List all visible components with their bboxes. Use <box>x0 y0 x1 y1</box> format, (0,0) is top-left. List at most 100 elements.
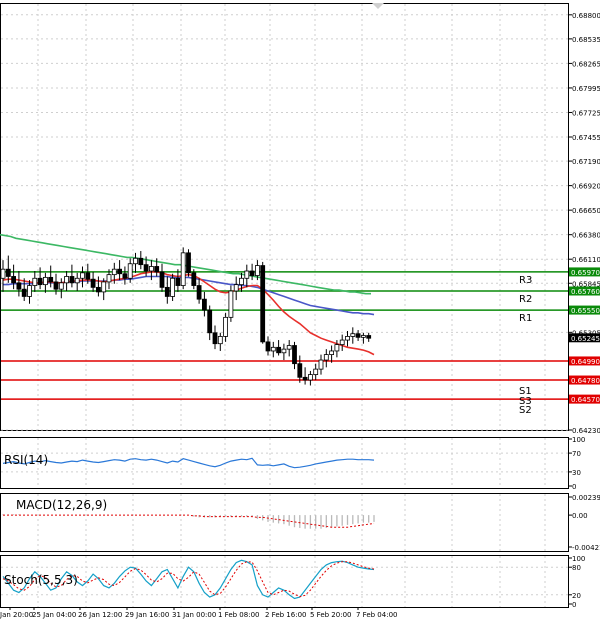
level-label-r3: R3 <box>519 275 532 286</box>
candle-body-7 <box>37 277 43 286</box>
candle-body-4 <box>21 288 27 297</box>
rsi-line <box>2 457 375 469</box>
candle-body-27 <box>143 264 149 272</box>
macd-tick-label-1: 0.00 <box>572 512 588 520</box>
stoch-k-line <box>2 559 375 600</box>
candle-body-68 <box>360 335 366 338</box>
candle-body-22 <box>117 268 122 275</box>
candle-body-54 <box>286 345 292 350</box>
rsi-tick-label-1: 70 <box>572 450 581 458</box>
candle-body-0 <box>0 268 6 279</box>
candle-body-17 <box>90 278 96 288</box>
price-tick-label-1: 0.68535 <box>572 36 600 44</box>
price-tick-label-7: 0.66920 <box>572 183 600 191</box>
stoch-tick-label-0: 100 <box>572 555 585 563</box>
candle-body-69 <box>366 335 372 339</box>
candle-body-2 <box>11 276 17 284</box>
candle-body-10 <box>53 281 59 290</box>
candle-body-53 <box>281 348 287 354</box>
x-tick-label-4: 31 Jan 00:00 <box>172 611 216 619</box>
x-tick-label-1: 25 Jan 04:00 <box>32 611 76 619</box>
candle-body-9 <box>48 276 54 283</box>
candle-body-30 <box>159 271 165 288</box>
candle-body-62 <box>329 350 335 355</box>
candle-body-19 <box>101 281 107 293</box>
candle-body-3 <box>16 282 22 290</box>
price-tick-label-5: 0.67455 <box>572 134 600 142</box>
rsi-label: RSI(14) <box>4 453 48 467</box>
candle-body-39 <box>207 309 213 334</box>
level-value-box-0 <box>569 267 600 277</box>
candle-body-26 <box>138 257 144 266</box>
candle-body-1 <box>5 268 11 277</box>
candle-body-5 <box>27 285 32 297</box>
rsi-tick-label-2: 30 <box>572 469 581 477</box>
level-label-s2: S2 <box>519 405 532 416</box>
x-tick-label-3: 29 Jan 16:00 <box>125 611 169 619</box>
panel-frame-stoch <box>0 555 569 608</box>
current-price-box <box>569 333 600 343</box>
macd-label: MACD(12,26,9) <box>16 498 107 512</box>
candle-body-58 <box>307 374 313 381</box>
candle-body-67 <box>355 333 361 338</box>
candle-body-11 <box>58 282 64 290</box>
stoch-label: Stoch(5,5,3) <box>4 573 78 587</box>
price-tick-label-4: 0.67725 <box>572 109 600 117</box>
x-tick-label-2: 26 Jan 12:00 <box>78 611 122 619</box>
candle-body-16 <box>85 272 91 280</box>
level-value-box-2 <box>569 305 600 315</box>
level-label-s1: S1 <box>519 386 532 397</box>
candle-body-13 <box>69 276 75 284</box>
x-tick-label-0: Jan 20:00 <box>0 611 33 619</box>
candle-body-14 <box>74 277 80 284</box>
candle-body-24 <box>127 263 133 279</box>
candle-body-61 <box>323 354 329 361</box>
stoch-tick-label-3: 0 <box>572 601 576 609</box>
candle-body-33 <box>175 277 181 286</box>
price-tick-label-9: 0.66380 <box>572 232 600 240</box>
candle-body-51 <box>270 346 276 352</box>
price-tick-label-6: 0.67190 <box>572 158 600 166</box>
candle-body-41 <box>217 336 223 345</box>
level-value-box-1 <box>569 286 600 296</box>
level-value-4: 0.64780 <box>571 377 600 385</box>
candle-body-20 <box>106 274 112 283</box>
x-tick-label-6: 2 Feb 16:00 <box>265 611 306 619</box>
macd-signal-line <box>3 514 375 528</box>
stoch-tick-label-1: 80 <box>572 564 581 572</box>
candle-body-29 <box>154 266 160 273</box>
panel-frame-macd <box>0 493 569 552</box>
candle-body-60 <box>318 359 324 370</box>
candle-body-32 <box>170 277 176 297</box>
level-label-s3: S3 <box>519 396 532 407</box>
candle-body-6 <box>32 277 38 286</box>
price-tick-label-3: 0.67995 <box>572 85 600 93</box>
panel-frame-price <box>0 3 569 431</box>
candle-body-15 <box>80 272 85 279</box>
candle-body-37 <box>196 285 202 300</box>
candle-body-8 <box>43 276 48 286</box>
price-tick-label-2: 0.68265 <box>572 60 600 68</box>
candle-body-25 <box>133 257 138 265</box>
level-value-box-5 <box>569 394 600 404</box>
x-tick-label-8: 7 Feb 04:00 <box>356 611 397 619</box>
candle-body-64 <box>339 339 345 345</box>
level-value-1: 0.65760 <box>571 288 600 296</box>
candle-body-35 <box>186 252 191 274</box>
candle-body-49 <box>260 265 266 343</box>
candle-body-31 <box>164 286 170 297</box>
candle-body-12 <box>64 276 69 284</box>
scroll-marker-icon <box>372 3 384 9</box>
panel-frame-rsi <box>0 437 569 489</box>
price-tick-label-11: 0.65845 <box>572 280 600 288</box>
candle-body-18 <box>96 286 101 293</box>
rsi-tick-label-3: 0 <box>572 483 576 491</box>
price-tick-label-10: 0.66110 <box>572 256 600 264</box>
candle-body-50 <box>265 341 271 352</box>
candle-body-56 <box>297 363 303 378</box>
candle-body-40 <box>212 332 218 345</box>
price-tick-label-13: 0.64230 <box>572 427 600 435</box>
level-value-box-3 <box>569 356 600 366</box>
candle-body-57 <box>302 376 308 381</box>
